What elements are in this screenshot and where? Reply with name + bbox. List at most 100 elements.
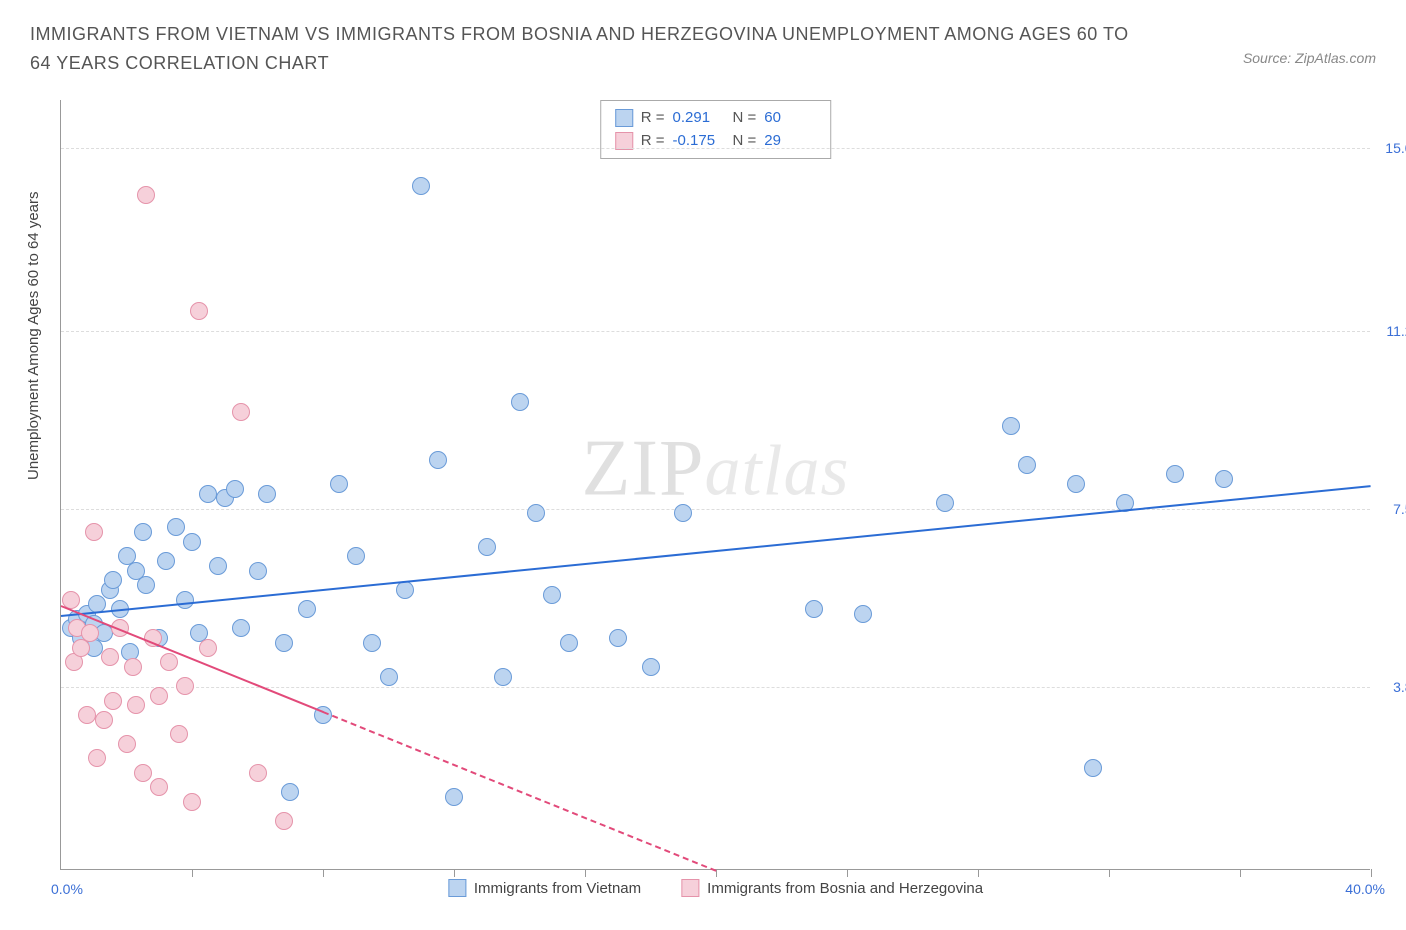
- scatter-point: [380, 668, 398, 686]
- scatter-point: [478, 538, 496, 556]
- scatter-point: [560, 634, 578, 652]
- series-legend: Immigrants from Vietnam Immigrants from B…: [448, 879, 983, 897]
- stats-row: R =0.291N =60: [615, 107, 817, 130]
- scatter-point: [85, 523, 103, 541]
- scatter-point: [150, 778, 168, 796]
- scatter-point: [232, 403, 250, 421]
- trend-line: [61, 605, 324, 713]
- x-tick: [192, 869, 193, 877]
- scatter-point: [674, 504, 692, 522]
- gridline: [61, 509, 1370, 510]
- chart-title: IMMIGRANTS FROM VIETNAM VS IMMIGRANTS FR…: [30, 20, 1130, 78]
- scatter-point: [494, 668, 512, 686]
- scatter-point: [183, 793, 201, 811]
- legend-swatch: [448, 879, 466, 897]
- scatter-point: [1166, 465, 1184, 483]
- scatter-point: [347, 547, 365, 565]
- scatter-point: [118, 735, 136, 753]
- scatter-point: [330, 475, 348, 493]
- x-tick: [585, 869, 586, 877]
- scatter-point: [1018, 456, 1036, 474]
- stats-legend-box: R =0.291N =60R =-0.175N =29: [600, 100, 832, 159]
- x-tick: [978, 869, 979, 877]
- gridline: [61, 331, 1370, 332]
- scatter-point: [363, 634, 381, 652]
- scatter-point: [1067, 475, 1085, 493]
- scatter-point: [936, 494, 954, 512]
- scatter-point: [167, 518, 185, 536]
- scatter-point: [137, 576, 155, 594]
- scatter-point: [281, 783, 299, 801]
- scatter-point: [543, 586, 561, 604]
- scatter-point: [183, 533, 201, 551]
- scatter-point: [78, 706, 96, 724]
- x-tick: [1109, 869, 1110, 877]
- legend-swatch: [615, 132, 633, 150]
- scatter-point: [527, 504, 545, 522]
- x-axis-min-label: 0.0%: [51, 881, 83, 897]
- x-axis-max-label: 40.0%: [1345, 881, 1385, 897]
- scatter-point: [275, 812, 293, 830]
- scatter-point: [429, 451, 447, 469]
- scatter-point: [258, 485, 276, 503]
- scatter-point: [609, 629, 627, 647]
- legend-label: Immigrants from Bosnia and Herzegovina: [707, 880, 983, 897]
- scatter-point: [127, 696, 145, 714]
- scatter-point: [150, 687, 168, 705]
- scatter-point: [226, 480, 244, 498]
- scatter-point: [1215, 470, 1233, 488]
- scatter-point: [176, 591, 194, 609]
- y-tick-label: 3.8%: [1393, 679, 1406, 695]
- scatter-point: [805, 600, 823, 618]
- scatter-point: [199, 485, 217, 503]
- scatter-point: [170, 725, 188, 743]
- gridline: [61, 687, 1370, 688]
- y-axis-label: Unemployment Among Ages 60 to 64 years: [25, 191, 42, 480]
- scatter-point: [249, 562, 267, 580]
- r-value: 0.291: [673, 107, 725, 130]
- scatter-point: [104, 571, 122, 589]
- scatter-point: [137, 186, 155, 204]
- y-tick-label: 15.0%: [1385, 140, 1406, 156]
- x-tick: [1240, 869, 1241, 877]
- scatter-point: [101, 648, 119, 666]
- scatter-chart: ZIPatlas R =0.291N =60R =-0.175N =29 0.0…: [60, 100, 1370, 870]
- y-tick-label: 7.5%: [1393, 501, 1406, 517]
- scatter-point: [124, 658, 142, 676]
- trend-line: [61, 485, 1371, 617]
- r-label: R =: [641, 107, 665, 130]
- gridline: [61, 148, 1370, 149]
- scatter-point: [176, 677, 194, 695]
- scatter-point: [854, 605, 872, 623]
- legend-item: Immigrants from Vietnam: [448, 879, 641, 897]
- trend-line: [323, 711, 717, 872]
- scatter-point: [396, 581, 414, 599]
- scatter-point: [199, 639, 217, 657]
- scatter-point: [249, 764, 267, 782]
- n-label: N =: [733, 107, 757, 130]
- watermark: ZIPatlas: [581, 424, 849, 515]
- scatter-point: [104, 692, 122, 710]
- legend-swatch: [681, 879, 699, 897]
- scatter-point: [190, 302, 208, 320]
- legend-label: Immigrants from Vietnam: [474, 880, 641, 897]
- scatter-point: [88, 749, 106, 767]
- x-tick: [1371, 869, 1372, 877]
- legend-item: Immigrants from Bosnia and Herzegovina: [681, 879, 983, 897]
- x-tick: [454, 869, 455, 877]
- scatter-point: [160, 653, 178, 671]
- scatter-point: [134, 764, 152, 782]
- scatter-point: [209, 557, 227, 575]
- source-label: Source: ZipAtlas.com: [1243, 50, 1376, 66]
- legend-swatch: [615, 109, 633, 127]
- scatter-point: [95, 711, 113, 729]
- scatter-point: [275, 634, 293, 652]
- scatter-point: [511, 393, 529, 411]
- scatter-point: [134, 523, 152, 541]
- y-tick-label: 11.2%: [1386, 323, 1406, 339]
- scatter-point: [157, 552, 175, 570]
- scatter-point: [81, 624, 99, 642]
- x-tick: [323, 869, 324, 877]
- scatter-point: [642, 658, 660, 676]
- scatter-point: [1084, 759, 1102, 777]
